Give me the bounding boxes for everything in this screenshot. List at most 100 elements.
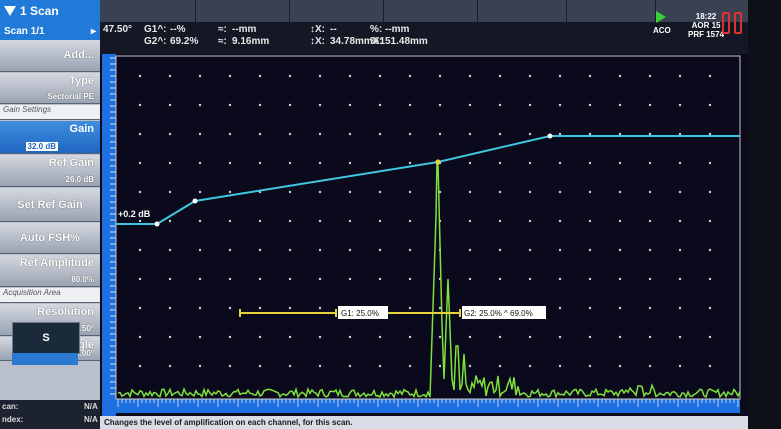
amplitude-axis — [102, 54, 116, 416]
gate1-label-box — [338, 306, 388, 319]
s-view-button[interactable]: S — [12, 322, 80, 354]
grid-dot — [198, 248, 202, 252]
tcg-curve[interactable] — [116, 135, 740, 225]
grid-dot — [558, 74, 562, 78]
toolbar-slot[interactable] — [196, 0, 290, 22]
grid-dot — [138, 248, 142, 252]
grid-dot — [648, 335, 652, 339]
grid-dot — [348, 74, 352, 78]
add-button[interactable]: Add... — [0, 40, 100, 72]
grid-dot — [618, 161, 622, 165]
grid-dot — [498, 335, 502, 339]
grid-dot — [708, 306, 712, 310]
set-ref-gain-button[interactable]: Set Ref Gain — [0, 188, 100, 222]
grid-dot — [288, 277, 292, 281]
grid-dot — [498, 364, 502, 368]
auto-fsh-button[interactable]: Auto FSH% — [0, 223, 100, 254]
toolbar-slot[interactable] — [478, 0, 567, 22]
grid-dot — [318, 335, 322, 339]
grid-dot — [258, 277, 262, 281]
grid-dot — [648, 248, 652, 252]
grid-dot — [588, 277, 592, 281]
grid-dot — [198, 277, 202, 281]
grid-dot — [138, 335, 142, 339]
type-field[interactable]: Type Sectorial PE — [0, 73, 100, 104]
grid-dot — [408, 132, 412, 136]
grid-dot — [468, 74, 472, 78]
grid-dot — [168, 364, 172, 368]
grid-dot — [558, 190, 562, 194]
grid-dot — [318, 161, 322, 165]
grid-dot — [408, 190, 412, 194]
grid-dot — [468, 364, 472, 368]
scan-selector-label: Scan 1/1 — [4, 25, 45, 37]
grid-dot — [348, 248, 352, 252]
grid-dot — [228, 248, 232, 252]
ascan-plot[interactable]: +0.2 dB G1: 25.0% G2: 25.0% ^ 69.0% — [100, 54, 748, 416]
grid-dot — [258, 248, 262, 252]
top-toolbar — [100, 0, 748, 22]
plot-background — [100, 54, 748, 416]
toolbar-slot[interactable] — [567, 0, 656, 22]
grid-dot — [348, 335, 352, 339]
chevron-right-icon: ▸ — [90, 25, 96, 37]
scan-title-tab[interactable]: 1 Scan — [0, 0, 100, 22]
grid-dot — [618, 219, 622, 223]
grid-dot — [438, 364, 442, 368]
grid-dot — [708, 248, 712, 252]
grid-dot — [288, 248, 292, 252]
grid-dot — [138, 190, 142, 194]
toolbar-slot[interactable] — [290, 0, 384, 22]
toolbar-slot[interactable] — [384, 0, 478, 22]
amplitude-ticks — [110, 57, 116, 395]
gain-value[interactable]: 32.0 dB — [25, 142, 58, 151]
start-angle-value: 36.00° — [70, 349, 94, 358]
grid-dot — [648, 190, 652, 194]
grid-dot — [138, 219, 142, 223]
grid-dot — [498, 248, 502, 252]
grid-dot — [408, 306, 412, 310]
grid-dot — [408, 219, 412, 223]
tcg-point[interactable] — [547, 133, 553, 139]
grid-dot — [498, 161, 502, 165]
grid-dot — [558, 248, 562, 252]
r4-value: 34.78mmX1 — [330, 36, 386, 47]
grid-dot — [468, 277, 472, 281]
grid-dot — [348, 161, 352, 165]
tcg-point[interactable] — [154, 221, 160, 227]
grid-dot — [198, 219, 202, 223]
gain-field[interactable]: Gain 32.0 dB — [0, 121, 100, 154]
r1-icon: ≈: — [218, 24, 227, 35]
ref-amplitude-field[interactable]: Ref Amplitude 80.0% — [0, 255, 100, 287]
index-label: ndex: — [2, 415, 24, 424]
toolbar-slot[interactable] — [100, 0, 196, 22]
grid-dot — [678, 306, 682, 310]
grid-dot — [498, 132, 502, 136]
play-icon[interactable] — [656, 11, 666, 23]
grid-dot — [138, 132, 142, 136]
grid-dot — [378, 277, 382, 281]
distance-ticks — [117, 399, 739, 407]
r6-value: 51.48mm — [385, 36, 428, 47]
grid-dot — [168, 335, 172, 339]
grid-dot — [438, 103, 442, 107]
grid-dot — [288, 335, 292, 339]
ref-gain-field[interactable]: Ref Gain 26.0 dB — [0, 155, 100, 187]
grid-dot — [618, 74, 622, 78]
tcg-point[interactable] — [192, 198, 198, 204]
scan-selector[interactable]: Scan 1/1 ▸ — [0, 22, 100, 40]
status-area: ACO 18:22 AOR 15 PRF 1574 — [650, 4, 748, 40]
grid-dot — [678, 219, 682, 223]
grid-dot — [528, 74, 532, 78]
grid-dot — [678, 248, 682, 252]
g2-value: 69.2% — [170, 36, 199, 47]
grid-dot — [288, 103, 292, 107]
grid-dot — [228, 364, 232, 368]
r2-icon: ≈: — [218, 36, 227, 47]
grid-dot — [678, 190, 682, 194]
grid-dot — [168, 277, 172, 281]
grid-dot — [168, 306, 172, 310]
grid-dot — [618, 306, 622, 310]
ref-amplitude-label: Ref Amplitude — [19, 257, 94, 269]
grid-dot — [228, 103, 232, 107]
